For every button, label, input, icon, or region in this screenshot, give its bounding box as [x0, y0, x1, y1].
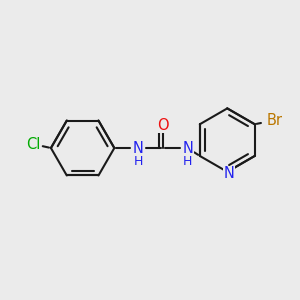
Text: N: N: [182, 140, 193, 155]
Text: Cl: Cl: [26, 136, 40, 152]
Text: O: O: [157, 118, 169, 133]
Text: Br: Br: [266, 113, 283, 128]
Text: H: H: [134, 155, 143, 168]
Text: H: H: [183, 155, 192, 168]
Text: N: N: [133, 140, 143, 155]
Text: N: N: [224, 166, 235, 181]
